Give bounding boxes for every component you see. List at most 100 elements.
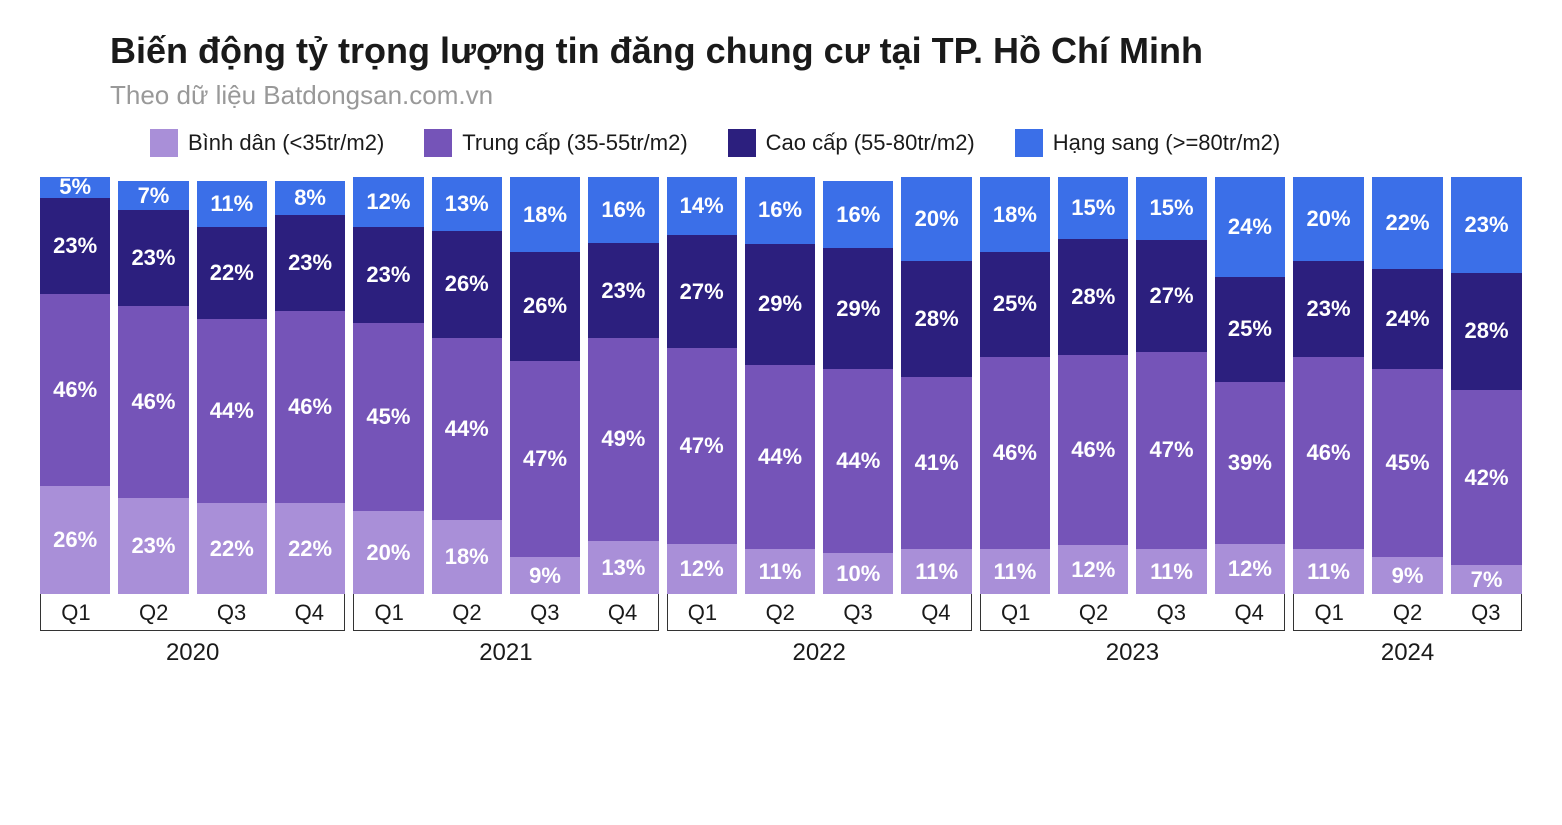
bar-segment: 16% [588,177,658,243]
year-label: 2023 [980,631,1285,667]
quarter-label: Q3 [197,594,267,630]
legend-item: Hạng sang (>=80tr/m2) [1015,129,1280,157]
quarter-label: Q2 [1372,594,1442,630]
axis-row: Q1Q2Q3Q4 [353,594,658,631]
bar-segment: 26% [510,252,580,361]
year-group: 12%47%27%14%11%44%29%16%10%44%29%16% 11% 4… [667,177,972,667]
bar-segment: 14% [667,177,737,235]
bar-segment: 23% [118,210,188,306]
legend-swatch [1015,129,1043,157]
stacked-bar: 11%46%25%18% [980,177,1050,594]
axis-row: Q1Q2Q3Q4 [980,594,1285,631]
stacked-bar: 12%46%28%15% [1058,177,1128,594]
axis-row: Q1Q2Q3 [1293,594,1522,631]
bar-segment: 15% [1058,177,1128,239]
bar-segment: 27% [667,235,737,348]
bars-row: 12%47%27%14%11%44%29%16%10%44%29%16% 11% 4… [667,177,972,594]
bar-segment: 23% [275,215,345,311]
stacked-bar: 7%42%28%23% [1451,177,1522,594]
bar-segment: 42% [1451,390,1522,565]
bar-segment: 47% [1136,352,1206,548]
bars-row: 11%46%23%20%9%45%24%22%7%42%28%23% [1293,177,1522,594]
year-group: 11%46%23%20%9%45%24%22%7%42%28%23%Q1Q2Q3… [1293,177,1522,667]
bar-segment: 12% [1215,544,1285,594]
stacked-bar: 9%45%24%22% [1372,177,1443,594]
stacked-bar: 26%46%23%5% [40,177,110,594]
bar-segment: 22% [197,227,267,319]
bar-segment: 11% [1293,549,1364,595]
stacked-bar: 22%46%23%8% [275,177,345,594]
bar-segment: 45% [353,323,423,511]
axis-row: Q1Q2Q3Q4 [667,594,972,631]
bar-segment: 46% [40,294,110,486]
year-group: 20%45%23%12%18%44%26%13%9%47%26%18%13%49… [353,177,658,667]
bar-segment: 29% [823,248,893,369]
quarter-label: Q4 [901,594,971,630]
bar-segment: 8% [275,181,345,214]
chart-legend: Bình dân (<35tr/m2) Trung cấp (35-55tr/m2… [150,129,1522,157]
quarter-label: Q3 [510,594,580,630]
bar-segment: 46% [118,306,188,498]
bar-segment: 9% [1372,557,1443,595]
bar-segment: 5% [40,177,110,198]
bar-segment: 22% [275,503,345,595]
quarter-label: Q2 [119,594,189,630]
bar-segment: 11% [745,549,815,595]
bar-segment: 18% [432,520,502,594]
bar-segment: 41% [901,377,971,548]
bar-segment: 7% [1451,565,1522,594]
bar-segment: 20% [901,177,971,260]
bars-row: 20%45%23%12%18%44%26%13%9%47%26%18%13%49… [353,177,658,594]
bar-segment: 46% [275,311,345,503]
bar-segment: 46% [1058,355,1128,545]
bar-segment: 11% [197,181,267,227]
bar-segment: 12% [667,544,737,594]
bar-segment: 20% [353,511,423,594]
bar-segment: 27% [1136,240,1206,353]
stacked-bar: 11%47%27%15% [1136,177,1206,594]
year-group: 11%46%25%18%12%46%28%15%11%47%27%15%12%3… [980,177,1285,667]
quarter-label: Q4 [274,594,344,630]
bars-row: 26%46%23%5%23%46%23%7%22%44%22%11%22%46%… [40,177,345,594]
legend-item: Trung cấp (35-55tr/m2) [424,129,687,157]
bar-segment: 44% [823,369,893,553]
stacked-bar: 20%45%23%12% [353,177,423,594]
year-group: 26%46%23%5%23%46%23%7%22%44%22%11%22%46%… [40,177,345,667]
bar-segment: 28% [901,261,971,378]
legend-item: Bình dân (<35tr/m2) [150,129,384,157]
bar-segment: 15% [1136,177,1206,240]
quarter-label: Q1 [668,594,738,630]
bar-segment: 44% [432,338,502,520]
legend-swatch [424,129,452,157]
bar-segment: 20% [1293,177,1364,260]
bar-segment: 45% [1372,369,1443,557]
stacked-bar: 11%46%23%20% [1293,177,1364,594]
bar-segment: 44% [197,319,267,503]
quarter-label: Q3 [823,594,893,630]
stacked-bar: 11%44%29%16% [745,177,815,594]
bar-segment: 23% [40,198,110,294]
bar-segment: 47% [667,348,737,544]
bar-segment: 16% [823,181,893,248]
quarter-label: Q2 [745,594,815,630]
bar-segment: 39% [1215,382,1285,545]
bar-segment: 25% [1215,277,1285,381]
bar-segment: 28% [1058,239,1128,355]
bar-segment: 29% [745,244,815,365]
bar-segment: 18% [510,177,580,252]
quarter-label: Q4 [588,594,658,630]
quarter-label: Q2 [1059,594,1129,630]
legend-label: Bình dân (<35tr/m2) [188,130,384,156]
bar-segment: 23% [1293,261,1364,357]
axis-row: Q1Q2Q3Q4 [40,594,345,631]
bar-segment: 9% [510,557,580,595]
stacked-bar: 13%49%23%16% [588,177,658,594]
bar-segment: 47% [510,361,580,557]
quarter-label: Q3 [1136,594,1206,630]
bar-segment: 23% [588,243,658,338]
bar-segment: 23% [1451,177,1522,273]
bar-segment: 10% [823,553,893,595]
bar-segment: 7% [118,181,188,210]
year-label: 2024 [1293,631,1522,667]
legend-label: Trung cấp (35-55tr/m2) [462,130,687,156]
